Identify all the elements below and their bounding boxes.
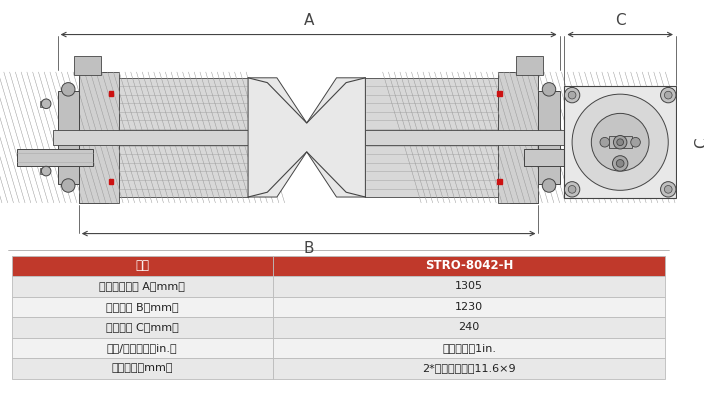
Bar xyxy=(11,256,273,276)
Bar xyxy=(104,78,248,197)
Text: 产水接口（mm）: 产水接口（mm） xyxy=(111,364,173,373)
Text: 法兰宽度 C（mm）: 法兰宽度 C（mm） xyxy=(106,322,179,333)
Circle shape xyxy=(612,156,628,171)
Circle shape xyxy=(665,91,672,99)
Circle shape xyxy=(616,160,624,167)
Bar xyxy=(108,91,113,96)
Circle shape xyxy=(660,182,676,197)
Bar xyxy=(497,91,502,96)
Circle shape xyxy=(617,139,624,146)
Bar xyxy=(11,358,273,379)
Text: 膜组件拉杆长 A（mm）: 膜组件拉杆长 A（mm） xyxy=(99,282,185,291)
Circle shape xyxy=(568,91,576,99)
Bar xyxy=(273,256,665,276)
Circle shape xyxy=(613,135,627,149)
Circle shape xyxy=(42,99,51,109)
Text: B: B xyxy=(303,241,314,256)
Bar xyxy=(53,130,248,145)
Circle shape xyxy=(565,88,580,103)
Text: C: C xyxy=(694,137,704,148)
Circle shape xyxy=(591,113,649,171)
Text: 法兰间距 B（mm）: 法兰间距 B（mm） xyxy=(106,302,179,312)
Polygon shape xyxy=(248,78,365,197)
Bar xyxy=(108,88,119,187)
Bar xyxy=(18,149,93,166)
Text: A: A xyxy=(303,13,314,28)
Circle shape xyxy=(61,83,75,96)
Text: 进水/浓水接口（in.）: 进水/浓水接口（in.） xyxy=(107,343,177,353)
Circle shape xyxy=(61,179,75,192)
Bar xyxy=(273,317,665,338)
Bar xyxy=(40,168,46,174)
Circle shape xyxy=(565,182,580,197)
Bar xyxy=(365,78,510,197)
Circle shape xyxy=(542,179,555,192)
Text: 1305: 1305 xyxy=(455,282,483,291)
Bar xyxy=(510,72,539,203)
Bar xyxy=(524,149,565,166)
Bar xyxy=(273,358,665,379)
Polygon shape xyxy=(498,72,539,203)
Circle shape xyxy=(572,94,668,190)
Bar xyxy=(58,91,79,184)
Bar xyxy=(565,86,676,198)
Bar xyxy=(74,56,101,75)
Circle shape xyxy=(542,83,555,96)
Text: 240: 240 xyxy=(458,322,480,333)
Bar xyxy=(11,297,273,317)
Bar xyxy=(108,179,113,184)
Polygon shape xyxy=(79,72,119,203)
Text: 卡箍式接口1in.: 卡箍式接口1in. xyxy=(442,343,496,353)
Circle shape xyxy=(42,166,51,176)
Circle shape xyxy=(568,185,576,193)
Bar xyxy=(40,101,46,107)
Text: 型号: 型号 xyxy=(135,259,149,272)
Bar xyxy=(11,338,273,358)
Text: STRO-8042-H: STRO-8042-H xyxy=(425,259,513,272)
Bar xyxy=(11,317,273,338)
Bar xyxy=(498,88,510,187)
Bar xyxy=(609,137,631,148)
Circle shape xyxy=(665,185,672,193)
Bar xyxy=(273,297,665,317)
Bar xyxy=(365,130,565,145)
Circle shape xyxy=(600,137,610,147)
Bar xyxy=(273,276,665,297)
Text: 2*软管快速接口11.6×9: 2*软管快速接口11.6×9 xyxy=(422,364,516,373)
Bar xyxy=(11,276,273,297)
Text: C: C xyxy=(615,13,625,28)
Bar xyxy=(539,91,560,184)
Bar xyxy=(516,56,543,75)
Bar xyxy=(273,338,665,358)
Bar xyxy=(79,72,108,203)
Text: 1230: 1230 xyxy=(455,302,483,312)
Circle shape xyxy=(660,88,676,103)
Bar xyxy=(497,179,502,184)
Circle shape xyxy=(631,137,641,147)
